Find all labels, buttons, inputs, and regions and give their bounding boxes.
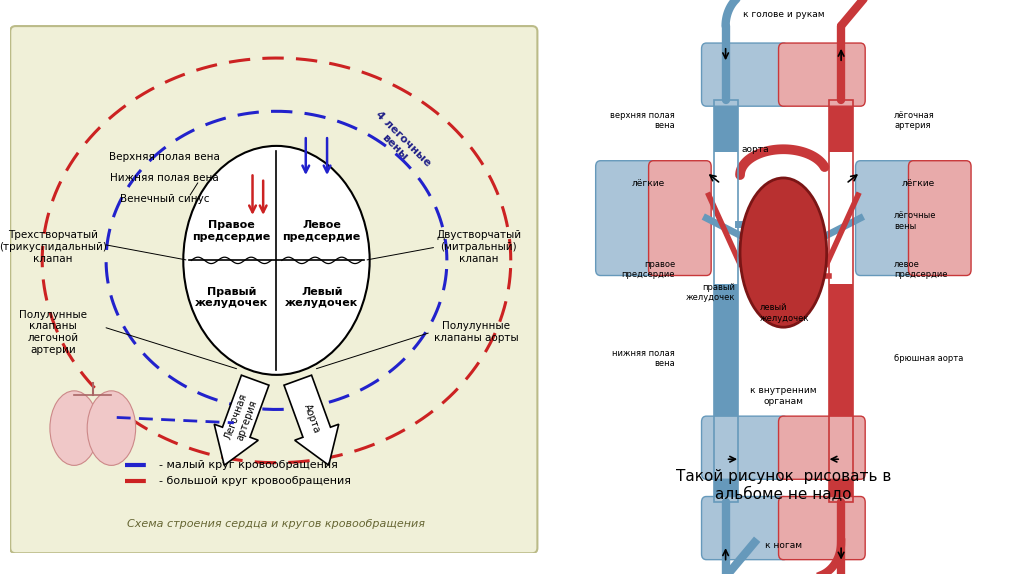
Text: лёгочные
вены: лёгочные вены <box>894 211 937 231</box>
FancyBboxPatch shape <box>596 161 658 276</box>
Ellipse shape <box>50 391 98 466</box>
Text: Легочная
артерия: Легочная артерия <box>223 392 260 445</box>
Text: левый
желудочек: левый желудочек <box>760 303 809 323</box>
Text: лёгочная
артерия: лёгочная артерия <box>894 111 935 130</box>
FancyBboxPatch shape <box>778 43 865 106</box>
Bar <box>829 100 853 502</box>
Text: Венечный синус: Венечный синус <box>120 194 210 204</box>
FancyBboxPatch shape <box>701 497 788 560</box>
Text: Двустворчатый
(митральный)
клапан: Двустворчатый (митральный) клапан <box>436 230 521 263</box>
Text: брюшная аорта: брюшная аорта <box>894 354 964 363</box>
Text: - большой круг кровообращения: - большой круг кровообращения <box>160 476 351 486</box>
FancyBboxPatch shape <box>856 161 919 276</box>
Bar <box>714 100 737 152</box>
Bar <box>714 284 737 422</box>
FancyBboxPatch shape <box>701 416 788 479</box>
Text: - малый круг кровообращения: - малый круг кровообращения <box>160 460 338 470</box>
FancyBboxPatch shape <box>10 26 538 553</box>
FancyBboxPatch shape <box>701 43 788 106</box>
Text: 4 легочные
вены: 4 легочные вены <box>366 110 432 177</box>
Text: Схема строения сердца и кругов кровообращения: Схема строения сердца и кругов кровообра… <box>127 519 426 529</box>
Text: Нижняя полая вена: Нижняя полая вена <box>111 173 219 183</box>
Text: Правый
желудочек: Правый желудочек <box>195 287 268 308</box>
Bar <box>714 474 737 502</box>
Text: аорта: аорта <box>741 145 769 154</box>
FancyBboxPatch shape <box>778 416 865 479</box>
Text: Аорта: Аорта <box>302 402 322 435</box>
Bar <box>829 474 853 502</box>
Text: правый
желудочек: правый желудочек <box>686 283 735 302</box>
FancyArrow shape <box>284 375 339 466</box>
FancyBboxPatch shape <box>908 161 971 276</box>
Text: правое
предсердие: правое предсердие <box>622 260 675 280</box>
Text: Полулунные
клапаны
легочной
артерии: Полулунные клапаны легочной артерии <box>18 310 87 355</box>
Text: Левое
предсердие: Левое предсердие <box>283 220 360 242</box>
Text: верхняя полая
вена: верхняя полая вена <box>610 111 675 130</box>
Text: лёгкие: лёгкие <box>901 179 935 188</box>
Text: лёгкие: лёгкие <box>632 179 666 188</box>
Bar <box>829 284 853 422</box>
Ellipse shape <box>740 178 826 327</box>
Text: Такой рисунок  рисовать в
альбоме не надо: Такой рисунок рисовать в альбоме не надо <box>676 469 891 501</box>
FancyBboxPatch shape <box>648 161 711 276</box>
Bar <box>714 100 737 502</box>
FancyArrow shape <box>214 375 269 466</box>
Text: Верхняя полая вена: Верхняя полая вена <box>110 152 220 161</box>
Ellipse shape <box>183 146 370 375</box>
Text: Правое
предсердие: Правое предсердие <box>193 220 270 242</box>
Text: Трехстворчатый
(трикуспидальный)
клапан: Трехстворчатый (трикуспидальный) клапан <box>0 231 106 263</box>
FancyBboxPatch shape <box>778 497 865 560</box>
Text: к ногам: к ногам <box>765 541 802 550</box>
Text: к внутренним
органам: к внутренним органам <box>750 386 817 406</box>
Text: к голове и рукам: к голове и рукам <box>742 10 824 19</box>
Bar <box>829 100 853 152</box>
Text: левое
предсердие: левое предсердие <box>894 260 947 280</box>
Text: нижняя полая
вена: нижняя полая вена <box>612 349 675 369</box>
Text: Левый
желудочек: Левый желудочек <box>285 287 358 308</box>
Text: Полулунные
клапаны аорты: Полулунные клапаны аорты <box>434 321 518 343</box>
Ellipse shape <box>87 391 135 466</box>
